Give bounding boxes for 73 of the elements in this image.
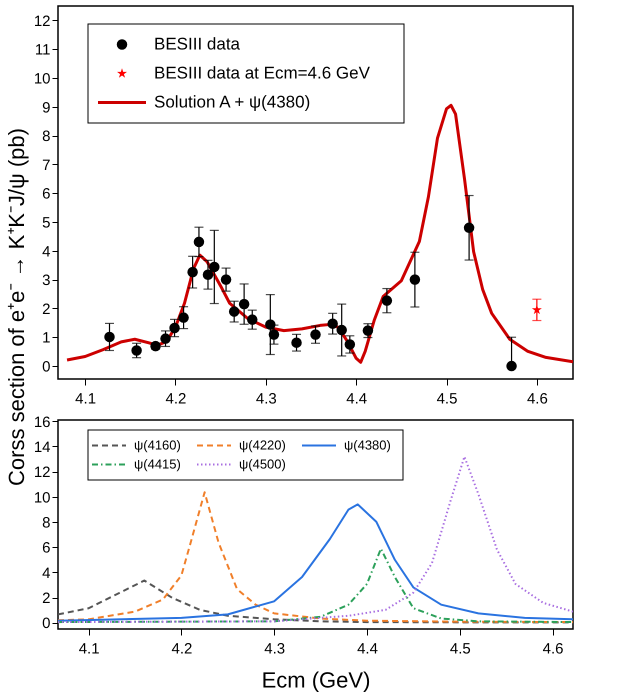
point [247,314,258,325]
y-tick-label: 0 [42,358,50,376]
y-tick-label: 14 [34,438,50,456]
x-tick-label: 4.3 [264,640,286,658]
point [169,322,180,334]
y-tick-label: 16 [34,414,50,431]
point [327,318,338,329]
y-tick-label: 8 [42,514,50,532]
point [228,306,240,317]
legend-label: ψ(4160) [134,438,181,452]
legend-label: ψ(4220) [239,438,286,452]
point [362,325,374,336]
y-tick-label: 3 [42,272,50,290]
line-series [58,548,573,624]
legend-label: BESIII data [154,34,241,54]
point [410,274,420,285]
legend-label: ψ(4500) [239,456,286,472]
x-tick-label: 4.2 [166,390,186,408]
y-tick-label: 0 [42,615,50,632]
line-series [58,580,573,624]
x-tick-label: 4.2 [171,640,192,658]
point [336,324,347,336]
x-tick-label: 4.4 [346,390,368,408]
point [187,266,198,278]
y-tick-label: 10 [34,489,50,506]
point [220,274,232,285]
point [532,304,542,314]
x-tick-label: 4.5 [436,390,458,408]
x-tick-label: 4.1 [75,390,96,408]
legend-label: BESIII data at Ecm=4.6 GeV [154,64,371,82]
y-tick-label: 1 [42,330,50,347]
y-tick-label: 10 [34,70,50,88]
point [178,312,189,323]
point [160,333,171,344]
x-tick-label: 4.5 [450,640,471,658]
y-tick-label: 9 [42,99,50,116]
point [209,262,220,272]
x-tick-label: 4.3 [256,390,277,408]
point [268,329,280,340]
point [310,329,321,340]
y-tick-label: 2 [42,300,50,318]
legend-label: Solution A + ψ(4380) [154,92,310,112]
x-tick-label: 4.4 [357,640,378,658]
point [506,360,517,372]
y-tick-label: 7 [42,156,50,174]
y-tick-label: 12 [34,12,50,30]
y-tick-label: 5 [42,214,50,232]
y-tick-label: 2 [42,590,50,608]
legend-label: ψ(4415) [134,456,181,472]
point [382,295,392,306]
point [131,345,142,356]
y-tick-label: 4 [42,564,50,582]
y-tick-label: 11 [34,42,50,59]
x-tick-label: 4.1 [78,640,100,658]
y-tick-label: 8 [42,128,50,146]
y-tick-label: 4 [42,243,50,260]
line-series [58,456,573,624]
point [344,339,356,350]
point [238,298,250,310]
point [265,319,276,330]
x-tick-label: 4.6 [526,390,548,408]
x-tick-label: 4.6 [542,640,564,658]
y-tick-label: 12 [34,464,50,482]
point [194,236,204,248]
y-tick-label: 6 [42,186,50,203]
y-axis-title: Corss section of e⁺e⁻ → K⁺K⁻J/ψ (pb) [4,128,29,486]
point [202,270,214,280]
x-axis-title: Ecm (GeV) [262,668,370,692]
point [104,332,115,342]
y-tick-label: 6 [42,540,50,557]
legend-label: ψ(4380) [344,438,391,452]
point [464,222,474,234]
point [291,337,302,348]
